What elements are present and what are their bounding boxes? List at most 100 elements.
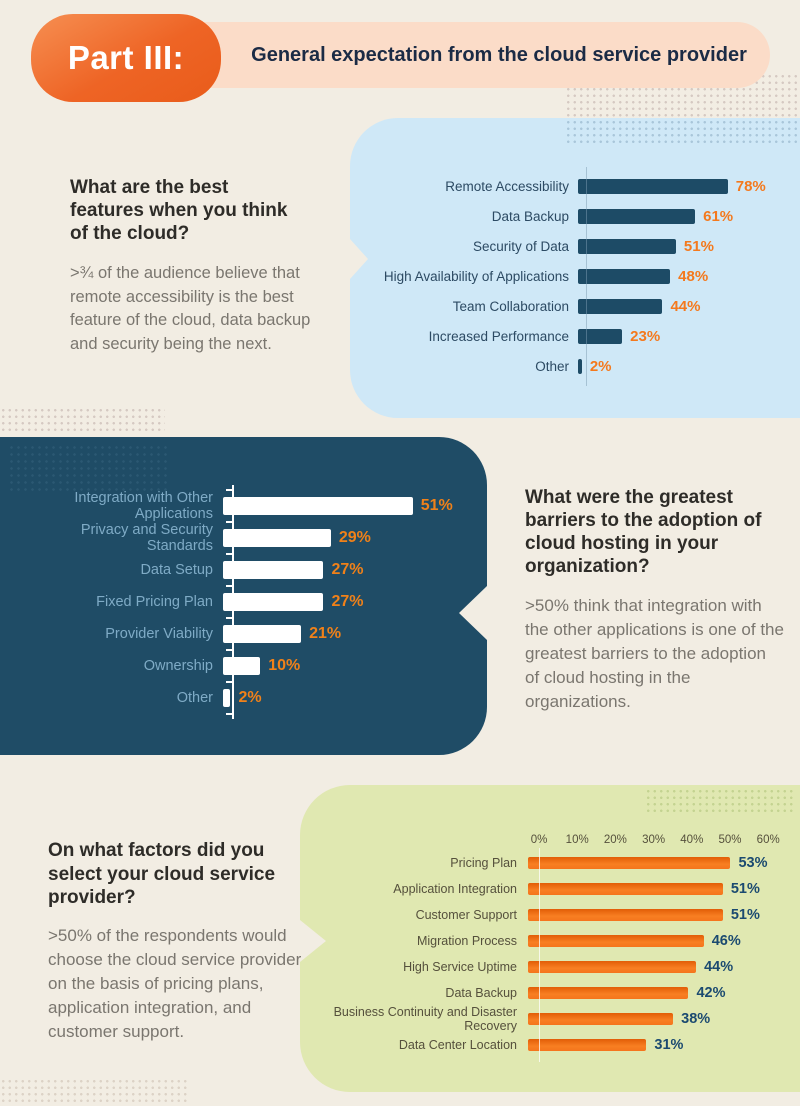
bar [528,987,689,999]
chart-row: Other 2% [20,682,453,714]
features-bar-chart: Remote Accessibility 78% Data Backup 61% Sec… [372,167,766,386]
value-label: 61% [703,207,734,225]
chart-row: Data Backup 61% [372,201,766,231]
value-label: 42% [696,985,726,1001]
value-label: 29% [338,529,371,546]
category-label: High Availability of Applications [383,268,569,284]
category-label: Pricing Plan [450,856,517,870]
x-axis-tick: 40% [680,834,704,846]
section-factors-text: On what factors did you select your clou… [48,839,348,1044]
section-heading: What are the best features when you thin… [70,177,288,244]
dot-pattern [565,119,800,143]
bar [223,593,324,611]
chart-row: Migration Process 46% [332,928,767,954]
chart-row: Other 2% [372,351,766,381]
value-label: 44% [704,959,734,975]
bar [578,328,623,344]
chart-row: Security of Data 51% [372,231,766,261]
value-label: 27% [331,561,364,578]
value-label: 53% [738,855,768,871]
chart-row: Data Center Location 31% [332,1032,767,1058]
value-label: 44% [670,297,701,315]
dot-pattern [0,407,165,432]
bar [223,689,231,707]
header-band: General expectation from the cloud servi… [120,22,770,88]
x-axis-tick: 30% [642,834,666,846]
value-label: 51% [683,237,714,255]
bar [528,961,697,973]
category-label: Migration Process [416,934,517,948]
chart-row: Fixed Pricing Plan 27% [20,586,453,618]
value-label: 78% [735,177,766,195]
value-label: 27% [331,593,364,610]
bar [578,238,676,254]
x-axis-tick: 20% [603,834,627,846]
chart-row: Ownership 10% [20,650,453,682]
category-label: Team Collaboration [452,298,569,314]
bar [578,268,671,284]
category-label: Application Integration [393,882,517,896]
category-label: Business Continuity and Disaster Recover… [333,1005,517,1033]
value-label: 51% [730,881,760,897]
x-axis-tick: 50% [718,834,742,846]
section-heading: What were the greatest barriers to the a… [525,487,762,577]
value-label: 46% [711,933,741,949]
bar [528,935,704,947]
category-label: Data Center Location [398,1038,517,1052]
chart-row: Increased Performance 23% [372,321,766,351]
category-label: Increased Performance [428,328,569,344]
value-label: 48% [678,267,709,285]
value-label: 21% [309,625,342,642]
chart-row: High Service Uptime 44% [332,954,767,980]
chart-axis-line [539,848,540,1062]
chart-row: Customer Support 51% [332,902,767,928]
dot-pattern [645,788,795,813]
value-label: 51% [730,907,760,923]
value-label: 38% [681,1011,711,1027]
bar [528,1039,647,1051]
bar [223,625,302,643]
category-label: Privacy and Security Standards [80,522,213,554]
value-label: 10% [268,657,301,674]
chart-row: Privacy and Security Standards 29% [20,522,453,554]
category-label: Ownership [143,658,213,674]
section-heading: On what factors did you select your clou… [48,840,276,908]
factors-bar-chart: Pricing Plan 53% Application Integration 51… [332,834,780,1062]
bar [578,298,663,314]
chart-row: Remote Accessibility 78% [372,171,766,201]
x-axis-tick: 0% [530,834,548,846]
page-title: General expectation from the cloud servi… [251,43,747,66]
category-label: Data Backup [445,986,517,1000]
bar [223,657,261,675]
chart-row: High Availability of Applications 48% [372,261,766,291]
bar [528,1013,674,1025]
value-label: 31% [654,1037,684,1053]
chart-row: Application Integration 51% [332,876,767,902]
bar [578,208,696,224]
y-axis [226,485,234,719]
category-label: Provider Viability [105,626,213,642]
category-label: Customer Support [415,908,517,922]
category-label: Data Backup [491,208,569,224]
section-features-text: What are the best features when you thin… [70,176,370,356]
category-label: Fixed Pricing Plan [96,594,213,610]
category-label: Data Setup [140,562,213,578]
category-label: Other [535,358,569,374]
section-body: >50% think that integration with the oth… [525,596,784,711]
bar [528,883,723,895]
category-label: Integration with Other Applications [74,490,213,522]
category-label: Remote Accessibility [445,178,569,194]
value-label: 51% [420,497,453,514]
chart-row: Integration with Other Applications 51% [20,490,453,522]
part-badge: Part III: [31,14,221,102]
section-barriers-text: What were the greatest barriers to the a… [525,486,800,714]
chart-row: Business Continuity and Disaster Recover… [332,1005,767,1033]
bar [223,497,413,515]
value-label: 2% [238,689,262,706]
bar [528,909,723,921]
dot-pattern [8,444,168,492]
section-body: >¾ of the audience believe that remote a… [70,264,311,353]
category-label: High Service Uptime [403,960,517,974]
x-axis-tick: 10% [565,834,589,846]
